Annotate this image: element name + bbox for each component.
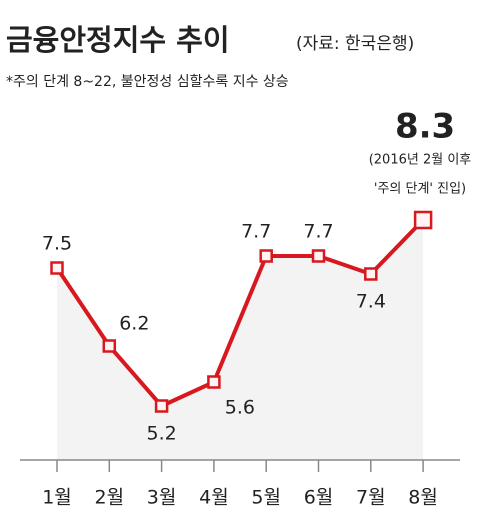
marker — [207, 375, 221, 389]
marker — [50, 261, 64, 275]
source: (자료: 한국은행) — [296, 34, 414, 54]
data-label: 5.6 — [225, 397, 255, 419]
subtitle: *주의 단계 8~22, 불안정성 심할수록 지수 상승 — [6, 74, 289, 90]
x-tick-label: 4월 — [199, 487, 229, 509]
area — [57, 220, 424, 460]
data-label: 8.3 — [395, 107, 455, 147]
x-tick-label: 6월 — [304, 487, 334, 509]
data-label: 7.4 — [356, 291, 386, 313]
marker — [102, 339, 117, 353]
data-label: 7.7 — [241, 221, 271, 243]
marker — [311, 249, 326, 263]
x-tick-label: 3월 — [147, 487, 177, 509]
annotation: '주의 단계' 진입) — [374, 182, 466, 197]
x-tick-label: 5월 — [251, 487, 281, 509]
line — [55, 218, 425, 408]
data-label: 7.5 — [42, 233, 72, 255]
marker — [154, 399, 169, 413]
marker — [364, 267, 378, 281]
x-tick-label: 8월 — [408, 487, 438, 509]
marker — [259, 249, 273, 263]
x-tick-label: 1월 — [42, 487, 72, 509]
data-label: 6.2 — [119, 313, 149, 335]
marker — [413, 210, 433, 230]
data-label: 7.7 — [303, 221, 333, 243]
data-label: 5.2 — [146, 423, 176, 445]
x-tick-label: 7월 — [356, 487, 386, 509]
annotation: (2016년 2월 이후 — [369, 153, 472, 168]
chart-title: 금융안정지수 추이 — [6, 23, 230, 57]
x-tick-label: 2월 — [95, 487, 125, 509]
